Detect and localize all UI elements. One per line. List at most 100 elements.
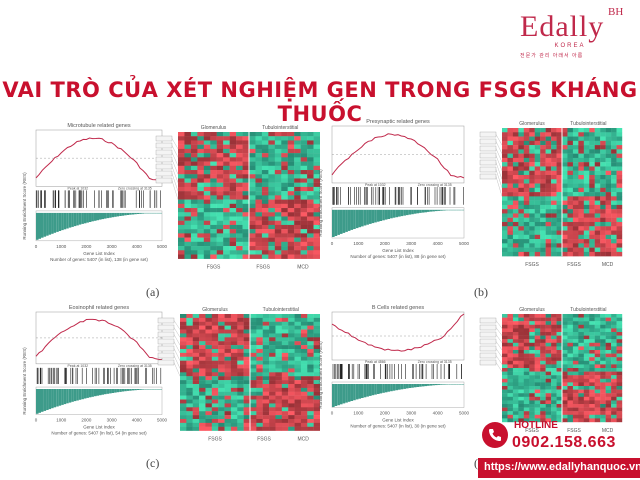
heatmap-cell [199, 395, 206, 400]
heatmap-cell [616, 200, 623, 206]
heatmap-cell [512, 400, 519, 405]
gene-connector-line [495, 141, 503, 154]
heatmap-cell [529, 357, 535, 361]
ranked-metric-bar [111, 389, 115, 393]
website-bar[interactable]: https://www.edallyhanquoc.vn [478, 458, 640, 478]
heatmap-cell [237, 383, 244, 389]
heatmap-cell [178, 216, 185, 221]
ranked-metric-bar [71, 389, 74, 402]
heatmap-cell [551, 162, 557, 167]
heatmap-cell [281, 224, 288, 230]
heatmap-cell [507, 230, 514, 235]
heatmap-cell [256, 422, 263, 427]
heatmap-cell [192, 333, 200, 338]
hotline-number[interactable]: 0902.158.663 [512, 434, 616, 451]
heatmap-cell [616, 209, 623, 214]
heatmap-cell [556, 411, 563, 415]
heatmap-cell [556, 368, 563, 372]
heatmap-cell [294, 372, 302, 377]
x-tick-label: 1000 [353, 241, 364, 246]
heatmap-cell [540, 157, 546, 163]
heatmap-cell [261, 153, 269, 158]
heatmap-cell [616, 179, 623, 184]
heatmap-cell [230, 395, 238, 400]
heatmap-cell [313, 364, 320, 369]
heatmap-cell [562, 192, 568, 197]
heatmap-cell [223, 195, 230, 200]
heatmap-cell [556, 371, 563, 376]
heatmap-cell [512, 324, 519, 329]
heatmap-cell [562, 230, 568, 235]
heatmap-cell [199, 321, 206, 326]
heatmap-cell [211, 356, 219, 361]
heatmap-cell [600, 174, 606, 180]
heatmap-cell [529, 396, 535, 401]
heatmap-cell [605, 339, 612, 343]
website-link[interactable]: https://www.edallyhanquoc.vn [484, 461, 640, 473]
heatmap-cell [551, 342, 557, 347]
heatmap-cell [268, 161, 276, 166]
heatmap-cell [210, 203, 217, 209]
heatmap-cell [230, 348, 238, 354]
gene-name-cell [479, 331, 497, 338]
ranked-metric-bar [126, 389, 130, 391]
heatmap-cell [197, 233, 205, 238]
heatmap-cell [236, 220, 243, 226]
heatmap-cell [540, 386, 546, 390]
heatmap-cell [556, 382, 563, 387]
heatmap-cell [518, 317, 525, 322]
heatmap-cell [300, 212, 308, 217]
heatmap-cell [611, 335, 617, 340]
heatmap-cell [589, 396, 595, 401]
heatmap-cell [192, 321, 200, 326]
heatmap-cell [534, 418, 541, 423]
heatmap-cell [268, 140, 276, 145]
heatmap-cell [507, 418, 514, 423]
heatmap-cell [250, 329, 257, 334]
heatmap-cell [294, 237, 301, 243]
heatmap-cell [229, 250, 237, 255]
heatmap-cell [605, 321, 612, 325]
ranked-metric-bar [392, 209, 396, 218]
heatmap-cell [578, 128, 585, 133]
heatmap-cell [518, 332, 525, 336]
heatmap-cell [572, 166, 579, 171]
ranked-metric-bar [361, 384, 364, 398]
heatmap-cell [203, 220, 211, 226]
heatmap-cell [281, 407, 289, 412]
ranked-metric-bar [151, 389, 155, 390]
ranked-metric-bar [432, 209, 435, 212]
heatmap-cell [600, 170, 606, 176]
heatmap-cell [540, 393, 546, 397]
heatmap-cell [605, 243, 612, 248]
heatmap-cell [589, 221, 595, 227]
heatmap-cell [180, 422, 187, 427]
heatmap-cell [583, 314, 590, 318]
heatmap-cell [199, 407, 206, 412]
heatmap-cell [540, 342, 546, 347]
heatmap-cell [545, 221, 552, 227]
heatmap-cell [250, 352, 257, 357]
heatmap-cell [562, 332, 568, 336]
heatmap-cell [545, 360, 552, 365]
heatmap-cell [190, 136, 198, 141]
hotline-block[interactable]: HOTLINE 0902.158.663 [482, 420, 632, 476]
heatmap-cell [300, 321, 308, 326]
heatmap-cell [261, 203, 269, 209]
heatmap-cell [243, 345, 251, 350]
heatmap-cell [287, 153, 295, 158]
heatmap-cell [605, 368, 612, 372]
heatmap-cell [230, 383, 238, 389]
heatmap-cell [611, 332, 617, 336]
heatmap-cell [540, 204, 546, 210]
ranked-metric-bar [51, 389, 54, 409]
ranked-metric-bar [41, 389, 44, 412]
heatmap-cell [192, 418, 200, 424]
heatmap-cell [545, 396, 552, 401]
heatmap-cell [594, 339, 601, 343]
x-tick-label: 2000 [380, 411, 391, 416]
heatmap-cell [502, 136, 508, 142]
heatmap-cell [562, 183, 568, 189]
heatmap-header-glomerulus: Glomerulus [519, 121, 545, 127]
heatmap-cell [186, 399, 193, 404]
